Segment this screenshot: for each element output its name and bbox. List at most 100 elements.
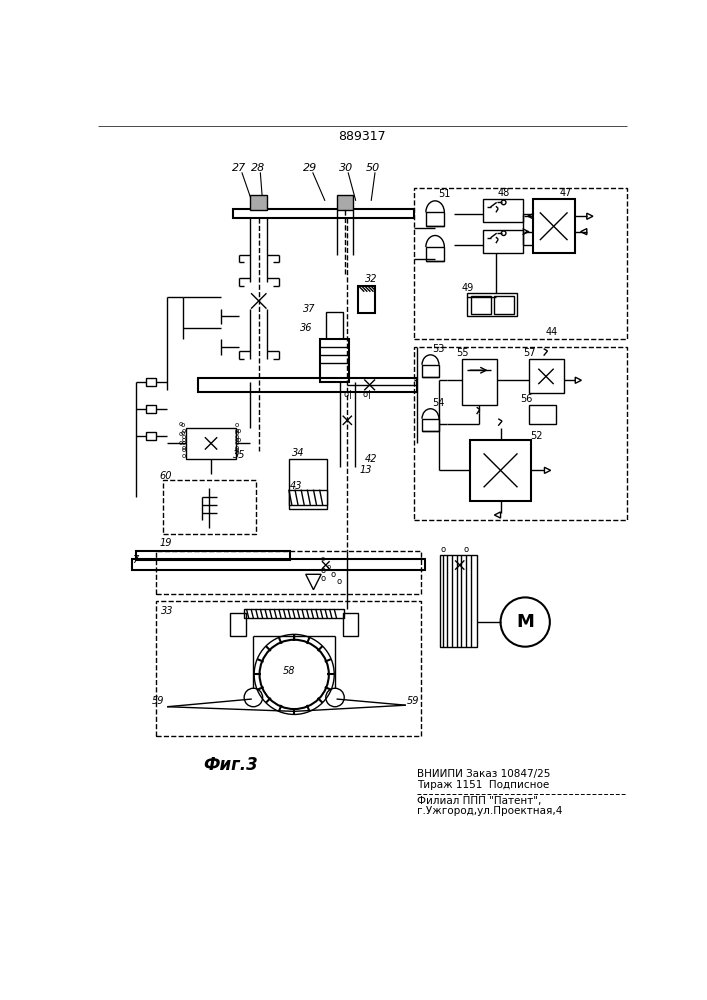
Bar bbox=[414, 347, 627, 520]
Text: 36: 36 bbox=[300, 323, 312, 333]
Text: o: o bbox=[182, 428, 186, 434]
Bar bbox=[358, 286, 375, 312]
Text: o: o bbox=[179, 440, 183, 446]
Bar bbox=[440, 555, 477, 647]
Bar bbox=[493, 296, 515, 314]
Text: o: o bbox=[234, 434, 238, 440]
Bar bbox=[462, 359, 497, 405]
Text: 35: 35 bbox=[233, 450, 245, 460]
Bar bbox=[467, 293, 518, 316]
Bar bbox=[146, 378, 156, 386]
Text: 33: 33 bbox=[161, 606, 173, 616]
Text: o: o bbox=[320, 574, 325, 583]
Text: o: o bbox=[180, 430, 185, 436]
Bar bbox=[529, 359, 563, 393]
Text: 29: 29 bbox=[303, 163, 317, 173]
Text: o: o bbox=[182, 447, 186, 453]
Text: |: | bbox=[368, 390, 371, 399]
Text: 50: 50 bbox=[366, 163, 380, 173]
Text: 51: 51 bbox=[438, 189, 450, 199]
Text: o: o bbox=[234, 447, 238, 453]
Text: Филиал ППП "Патент",: Филиал ППП "Патент", bbox=[417, 796, 542, 806]
Text: o: o bbox=[181, 445, 185, 451]
Text: o: o bbox=[237, 437, 241, 443]
Text: 59: 59 bbox=[407, 696, 420, 706]
Text: 48: 48 bbox=[498, 188, 510, 198]
Bar bbox=[483, 199, 523, 222]
Text: 13: 13 bbox=[360, 465, 372, 475]
Text: 28: 28 bbox=[251, 163, 265, 173]
Bar bbox=[320, 339, 349, 382]
Text: 55: 55 bbox=[456, 348, 468, 358]
Text: г.Ужгород,ул.Проектная,4: г.Ужгород,ул.Проектная,4 bbox=[417, 806, 563, 816]
Text: o: o bbox=[234, 440, 238, 446]
Text: 44: 44 bbox=[546, 327, 559, 337]
Text: o: o bbox=[179, 421, 183, 427]
Text: 27: 27 bbox=[233, 163, 247, 173]
Bar bbox=[326, 312, 343, 339]
Text: 37: 37 bbox=[303, 304, 316, 314]
Text: o: o bbox=[179, 431, 183, 437]
Text: 53: 53 bbox=[432, 344, 445, 354]
Bar bbox=[136, 551, 291, 560]
Bar bbox=[187, 428, 236, 459]
Text: o: o bbox=[181, 437, 185, 443]
Text: o: o bbox=[440, 545, 445, 554]
Text: o: o bbox=[234, 445, 238, 451]
Bar bbox=[426, 212, 444, 226]
Bar bbox=[337, 195, 354, 210]
Text: 59: 59 bbox=[152, 696, 164, 706]
Text: 60: 60 bbox=[159, 471, 172, 481]
Text: Тираж 1151  Подписное: Тираж 1151 Подписное bbox=[417, 780, 549, 790]
Bar bbox=[156, 551, 421, 594]
Text: o: o bbox=[330, 570, 335, 579]
Bar bbox=[244, 609, 344, 618]
Text: 32: 32 bbox=[365, 274, 378, 284]
Text: Фиг.3: Фиг.3 bbox=[204, 756, 259, 774]
Bar bbox=[483, 230, 523, 253]
Text: o: o bbox=[181, 453, 185, 459]
Bar bbox=[156, 601, 421, 736]
Bar bbox=[469, 440, 532, 501]
Text: o: o bbox=[237, 428, 241, 434]
Bar bbox=[146, 432, 156, 440]
Text: 34: 34 bbox=[292, 448, 304, 458]
Bar bbox=[132, 559, 425, 570]
Text: o: o bbox=[327, 564, 331, 570]
Bar bbox=[422, 419, 439, 431]
Text: o: o bbox=[180, 422, 185, 428]
Text: 889317: 889317 bbox=[338, 130, 386, 143]
Bar bbox=[343, 613, 358, 636]
Text: o: o bbox=[320, 556, 325, 562]
Text: 56: 56 bbox=[520, 394, 533, 404]
Text: o: o bbox=[463, 545, 469, 554]
Bar bbox=[288, 459, 327, 509]
Bar bbox=[472, 296, 491, 314]
Text: o: o bbox=[234, 422, 238, 428]
Text: ВНИИПИ Заказ 10847/25: ВНИИПИ Заказ 10847/25 bbox=[417, 770, 551, 780]
Text: 58: 58 bbox=[283, 666, 295, 676]
Bar bbox=[230, 613, 246, 636]
Text: o: o bbox=[320, 566, 325, 575]
Text: o: o bbox=[343, 390, 349, 399]
Text: 49: 49 bbox=[461, 283, 474, 293]
Text: 19: 19 bbox=[159, 538, 172, 548]
Text: 7: 7 bbox=[132, 555, 139, 565]
Text: o: o bbox=[363, 390, 368, 399]
Text: 54: 54 bbox=[432, 398, 445, 408]
Text: o: o bbox=[182, 434, 186, 440]
Bar bbox=[533, 199, 575, 253]
Text: M: M bbox=[516, 613, 534, 631]
Text: 47: 47 bbox=[560, 188, 572, 198]
Text: o: o bbox=[234, 450, 238, 456]
Text: o: o bbox=[337, 578, 341, 586]
Bar bbox=[426, 247, 444, 261]
Bar bbox=[529, 405, 556, 424]
Text: o: o bbox=[234, 428, 238, 434]
Text: 42: 42 bbox=[365, 454, 378, 464]
Text: 57: 57 bbox=[522, 348, 535, 358]
Bar bbox=[422, 365, 439, 377]
Bar bbox=[146, 405, 156, 413]
Text: |: | bbox=[349, 390, 352, 399]
Text: 43: 43 bbox=[291, 481, 303, 491]
